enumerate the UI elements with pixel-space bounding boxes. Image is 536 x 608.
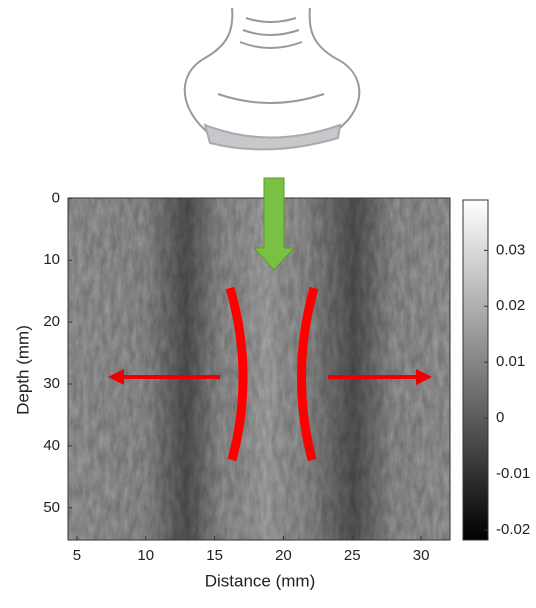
- y-tick-label: 30: [43, 375, 60, 392]
- colorbar-tick-label: -0.01: [496, 465, 530, 482]
- colorbar-tick-label: 0.03: [496, 241, 525, 258]
- y-tick-label: 40: [43, 437, 60, 454]
- colorbar-tick-label: -0.02: [496, 521, 530, 538]
- x-tick-label: 10: [137, 547, 154, 564]
- x-tick-label: 30: [413, 547, 430, 564]
- transducer-icon: [183, 7, 361, 151]
- colorbar-tick-label: 0: [496, 409, 504, 426]
- heatmap-image: [67, 197, 451, 541]
- y-tick-label: 10: [43, 251, 60, 268]
- y-tick-label: 0: [52, 189, 60, 206]
- x-tick-label: 25: [344, 547, 361, 564]
- x-tick-label: 5: [73, 547, 81, 564]
- y-tick-label: 20: [43, 313, 60, 330]
- colorbar-tick-label: 0.01: [496, 353, 525, 370]
- colorbar-tick-label: 0.02: [496, 297, 525, 314]
- x-tick-label: 15: [206, 547, 223, 564]
- x-axis-label: Distance (mm): [205, 571, 316, 590]
- y-tick-label: 50: [43, 499, 60, 516]
- colorbar: [462, 199, 489, 541]
- y-axis-label: Depth (mm): [13, 325, 32, 415]
- x-tick-label: 20: [275, 547, 292, 564]
- annotation-arrows: [108, 177, 432, 462]
